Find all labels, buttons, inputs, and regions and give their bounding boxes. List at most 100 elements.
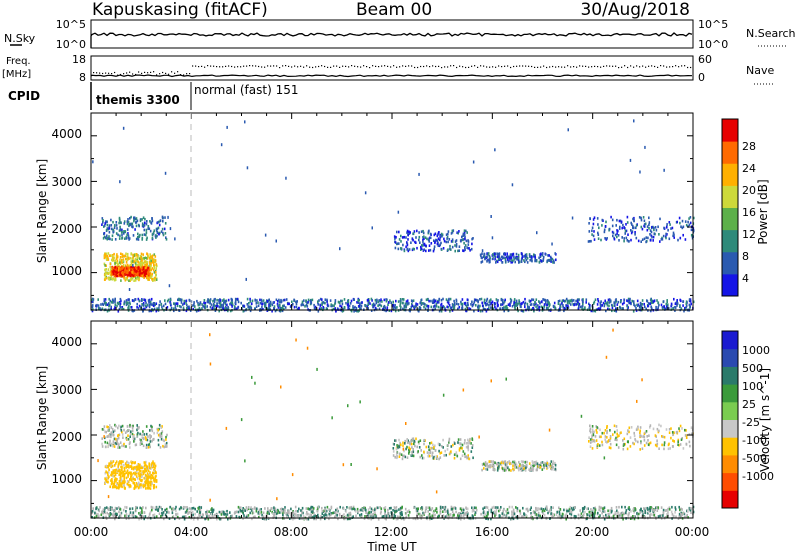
scatter-cell [685, 443, 688, 446]
scatter-cell [668, 307, 670, 310]
scatter-cell [113, 442, 116, 445]
scatter-cell [218, 309, 220, 313]
scatter-cell [121, 465, 123, 469]
scatter-cell [403, 249, 406, 253]
nave-trace [90, 74, 693, 78]
scatter-cell [432, 456, 435, 460]
scatter-cell [311, 298, 314, 302]
scatter-cell [121, 424, 124, 428]
scatter-cell [605, 301, 607, 305]
scatter-cell [449, 451, 452, 455]
freq-point [330, 66, 332, 68]
scatter-cell [134, 298, 137, 301]
scatter-cell [433, 233, 436, 237]
scatter-cell [562, 304, 564, 307]
scatter-cell [385, 298, 387, 301]
scatter-cell [654, 226, 657, 229]
scatter-cell [463, 231, 466, 234]
scatter-cell [492, 253, 494, 256]
scatter-cell [433, 239, 435, 242]
scatter-cell [510, 261, 512, 264]
scatter-cell [479, 304, 481, 308]
scatter-cell [405, 236, 407, 239]
scatter-cell [127, 483, 130, 487]
scatter-cell [235, 298, 238, 301]
scatter-cell [524, 297, 526, 301]
scatter-cell [455, 451, 458, 454]
scatter-cell [561, 302, 563, 305]
scatter-cell [401, 298, 404, 301]
scatter-cell [116, 301, 119, 305]
scatter-cell [575, 303, 578, 306]
power-ytick-3000: 3000 [51, 175, 82, 189]
scatter-cell [541, 253, 544, 257]
scatter-cell [658, 233, 660, 236]
scatter-cell [489, 256, 491, 259]
scatter-cell [393, 305, 396, 309]
scatter-cell [653, 511, 656, 515]
scatter-cell [513, 258, 515, 261]
scatter-cell [151, 439, 153, 443]
scatter-cell [663, 443, 666, 447]
scatter-cell [308, 515, 310, 519]
scatter-cell [137, 467, 139, 471]
scatter-cell [458, 449, 461, 452]
scatter-cell [530, 512, 532, 515]
freq-point [204, 66, 206, 68]
scatter-cell [104, 298, 107, 301]
scatter-cell [145, 506, 147, 510]
scatter-cell [406, 445, 408, 449]
scatter-cell [150, 467, 152, 470]
scatter-cell [628, 426, 631, 430]
scatter-cell [359, 513, 361, 517]
scatter-cell [613, 301, 615, 304]
scatter-cell [648, 216, 650, 220]
scatter-cell [521, 256, 523, 260]
scatter-cell [507, 466, 509, 469]
scatter-cell [457, 441, 459, 444]
scatter-cell [515, 463, 518, 467]
scatter-cell [474, 513, 476, 516]
scatter-cell [555, 258, 557, 262]
freq-point [546, 66, 548, 69]
scatter-cell [104, 471, 107, 475]
scatter-cell [639, 426, 642, 429]
scatter-cell [589, 424, 591, 428]
scatter-cell [668, 221, 671, 224]
scatter-cell [415, 236, 417, 239]
scatter-cell [226, 308, 229, 311]
scatter-cell [462, 233, 465, 236]
scatter-cell [105, 220, 107, 223]
scatter-cell [371, 226, 373, 230]
scatter-cell [102, 428, 105, 431]
scatter-cell [379, 300, 381, 303]
scatter-cell [153, 468, 155, 472]
freq-point [300, 65, 302, 67]
scatter-cell [643, 219, 646, 223]
scatter-cell [125, 267, 128, 270]
scatter-cell [265, 301, 267, 305]
scatter-cell [407, 230, 410, 234]
scatter-cell [537, 304, 539, 307]
scatter-cell [301, 517, 303, 520]
scatter-cell [113, 474, 116, 478]
scatter-cell [644, 305, 646, 309]
scatter-cell [601, 440, 603, 444]
scatter-cell [621, 236, 623, 239]
scatter-cell [234, 307, 237, 311]
scatter-cell [148, 227, 151, 231]
scatter-cell [138, 224, 140, 228]
scatter-cell [130, 471, 132, 475]
scatter-cell [155, 227, 158, 231]
scatter-cell [128, 301, 131, 304]
scatter-cell [495, 261, 497, 264]
scatter-cell [220, 303, 223, 307]
scatter-cell [493, 461, 495, 464]
scatter-cell [134, 485, 136, 489]
scatter-cell [237, 306, 239, 309]
scatter-cell [109, 237, 111, 241]
scatter-cell [174, 306, 177, 309]
scatter-cell [236, 297, 239, 301]
scatter-cell [179, 305, 181, 308]
scatter-cell [111, 238, 113, 241]
